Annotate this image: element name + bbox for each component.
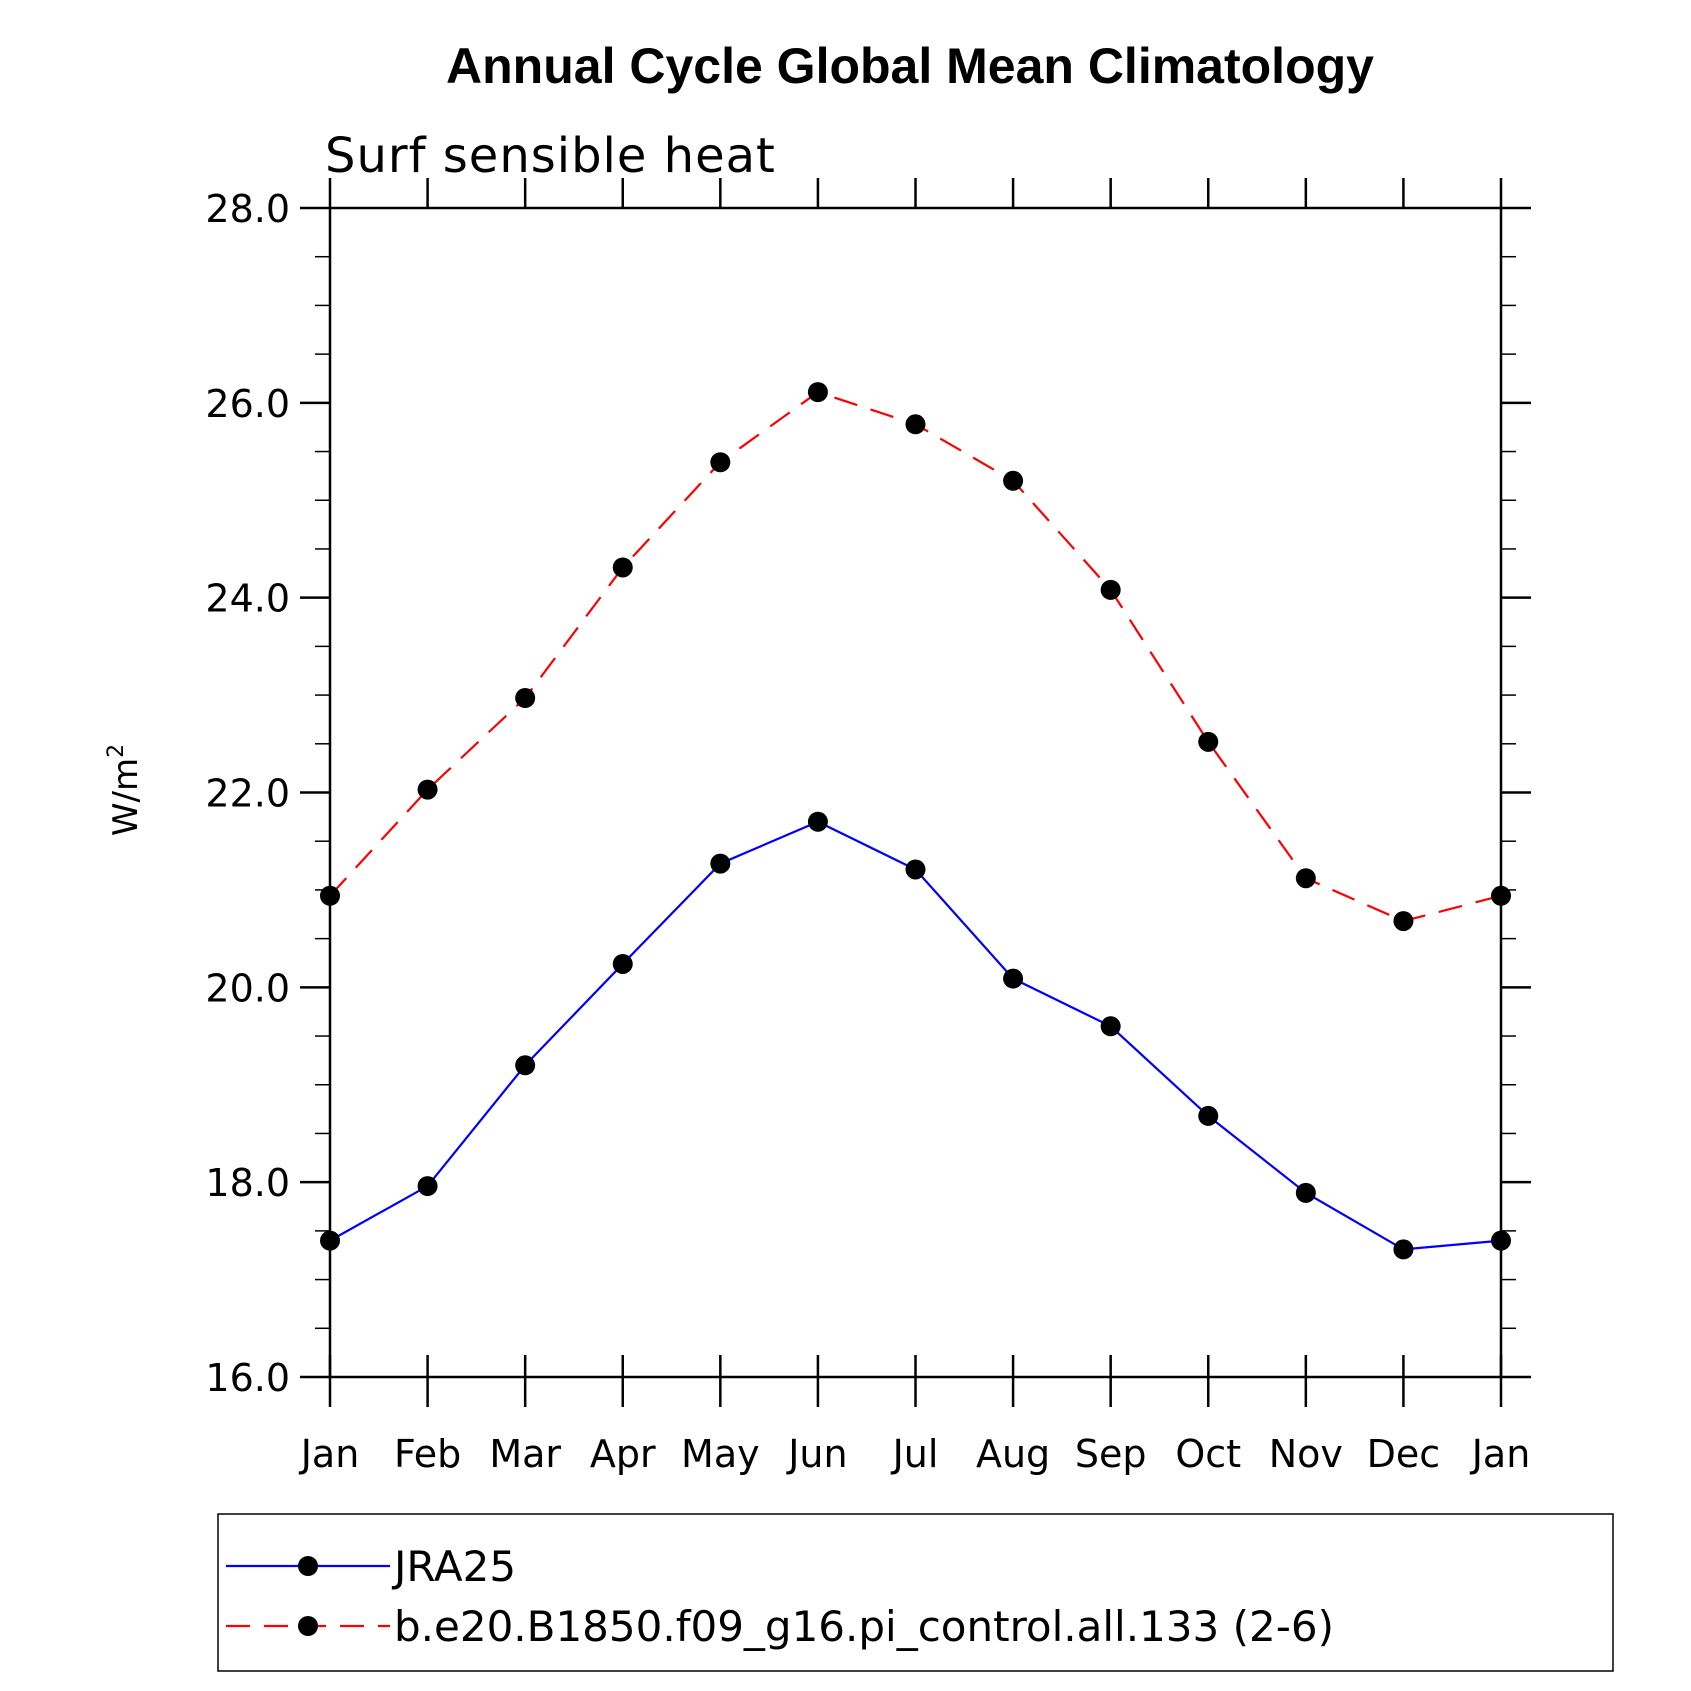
x-tick-label: May xyxy=(681,1432,760,1476)
data-point xyxy=(807,382,828,403)
x-tick-label: Feb xyxy=(394,1432,461,1476)
x-tick-label: Jun xyxy=(786,1432,847,1476)
y-tick-label: 18.0 xyxy=(205,1161,290,1205)
y-tick-label: 26.0 xyxy=(205,382,290,426)
data-point xyxy=(710,853,731,874)
x-tick-label: Jul xyxy=(891,1432,939,1476)
data-point xyxy=(905,859,926,880)
x-tick-label: Oct xyxy=(1175,1432,1241,1476)
x-tick-label: Nov xyxy=(1269,1432,1343,1476)
y-axis-label: W/m2 xyxy=(104,744,146,836)
x-tick-label: Jan xyxy=(1470,1432,1531,1476)
data-point xyxy=(1003,470,1024,491)
y-tick-label: 16.0 xyxy=(205,1356,290,1400)
chart-title: Annual Cycle Global Mean Climatology xyxy=(446,38,1374,94)
data-point xyxy=(807,811,828,832)
series-line xyxy=(329,390,1502,923)
data-point xyxy=(612,953,633,974)
x-tick-label: Dec xyxy=(1367,1432,1441,1476)
x-tick-label: Sep xyxy=(1075,1432,1147,1476)
x-tick-label: Jan xyxy=(299,1432,360,1476)
svg-text:W/m2: W/m2 xyxy=(104,744,146,836)
x-tick-label: Aug xyxy=(976,1432,1050,1476)
data-point xyxy=(612,557,633,578)
data-point xyxy=(1003,968,1024,989)
y-tick-label: 20.0 xyxy=(205,966,290,1010)
y-tick-labels: 16.0 18.0 20.0 22.0 24.0 26.0 28.0 xyxy=(205,187,290,1400)
data-point xyxy=(1393,1239,1414,1260)
legend-entries: JRA25 b.e20.B1850.f09_g16.pi_control.all.… xyxy=(226,1542,1334,1651)
data-point xyxy=(1198,1105,1219,1126)
data-point xyxy=(710,452,731,473)
chart-subtitle: Surf sensible heat xyxy=(325,128,776,184)
legend-label: JRA25 xyxy=(391,1542,516,1591)
data-point xyxy=(905,414,926,435)
y-tick-label: 24.0 xyxy=(205,577,290,621)
legend-marker xyxy=(298,1556,318,1576)
y-tick-label: 22.0 xyxy=(205,772,290,816)
y-axis-label-superscript: 2 xyxy=(104,744,129,758)
legend-box xyxy=(217,1513,1614,1672)
data-point xyxy=(1100,579,1121,600)
x-tick-label: Mar xyxy=(489,1432,561,1476)
y-tick-label: 28.0 xyxy=(205,187,290,231)
series-1 xyxy=(320,382,1511,932)
data-point xyxy=(1100,1016,1121,1037)
data-point xyxy=(320,885,340,906)
data-point xyxy=(417,779,438,800)
series-layer xyxy=(320,382,1511,1260)
legend-entry-1: b.e20.B1850.f09_g16.pi_control.all.133 (… xyxy=(226,1602,1334,1651)
legend-label: b.e20.B1850.f09_g16.pi_control.all.133 (… xyxy=(394,1602,1334,1651)
x-tick-label: Apr xyxy=(590,1432,656,1476)
y-axis-label-text: W/m xyxy=(106,758,146,836)
data-point xyxy=(1198,731,1219,752)
x-tick-labels: Jan Feb Mar Apr May Jun Jul Aug Sep Oct Nov Dec Jan xyxy=(299,1432,1531,1476)
data-point xyxy=(1295,1182,1316,1203)
data-point xyxy=(1393,911,1414,932)
legend: JRA25 b.e20.B1850.f09_g16.pi_control.all.… xyxy=(217,1513,1614,1672)
data-point xyxy=(515,688,536,709)
data-point xyxy=(417,1176,438,1197)
legend-entry-0: JRA25 xyxy=(226,1542,516,1591)
series-0 xyxy=(320,811,1511,1260)
data-point xyxy=(1491,885,1511,906)
data-point xyxy=(515,1055,536,1076)
data-point xyxy=(1295,868,1316,889)
legend-marker xyxy=(298,1616,318,1636)
series-line xyxy=(329,820,1502,1251)
data-point xyxy=(1491,1230,1511,1251)
data-point xyxy=(320,1230,340,1251)
plot-frame xyxy=(328,206,1503,1379)
axis-ticks xyxy=(300,178,1531,1407)
